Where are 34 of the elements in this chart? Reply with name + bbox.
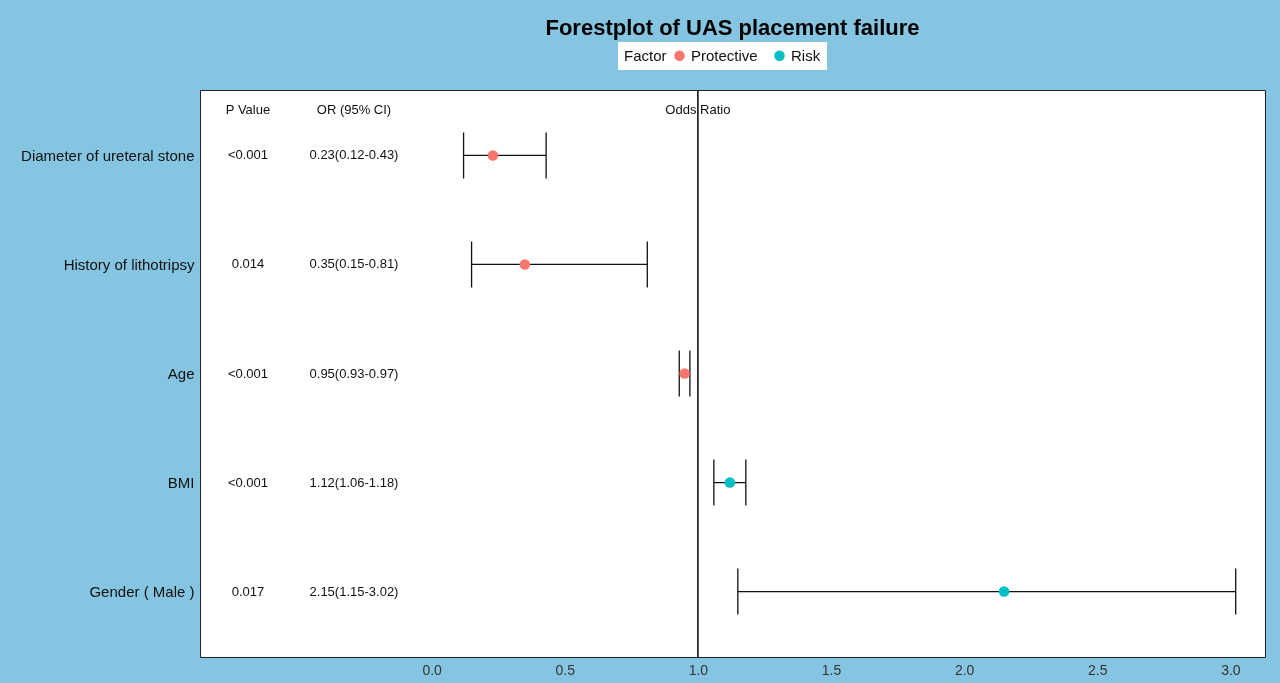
x-tick-label: 1.0 bbox=[688, 661, 709, 678]
annotation: OR (95% CI) bbox=[316, 102, 392, 117]
x-tick-label: 3.0 bbox=[1221, 661, 1241, 678]
annotation: 0.014 bbox=[231, 256, 265, 272]
annotation: 0.35(0.15-0.81) bbox=[309, 256, 399, 272]
x-tick-label: 2.5 bbox=[1088, 661, 1108, 678]
y-tick-label: Gender ( Male ) bbox=[89, 583, 195, 601]
point bbox=[724, 477, 736, 488]
annotation: 0.95(0.93-0.97) bbox=[309, 365, 399, 381]
annotation: 0.017 bbox=[231, 583, 265, 599]
legend-label: Protective bbox=[691, 46, 758, 64]
y-tick-label: BMI bbox=[167, 474, 195, 492]
point bbox=[679, 368, 690, 379]
x-tick-label: 0.5 bbox=[555, 661, 576, 678]
y-tick-label: Diameter of ureteral stone bbox=[21, 146, 195, 164]
annotation: 0.23(0.12-0.43) bbox=[309, 147, 399, 163]
annotation: P Value bbox=[225, 102, 271, 117]
annotation: 2.15(1.15-3.02) bbox=[309, 583, 399, 599]
chart-title: Forestplot of UAS placement failure bbox=[545, 15, 920, 40]
x-tick-label: 1.5 bbox=[821, 661, 842, 678]
legend-title: Factor bbox=[624, 47, 667, 64]
x-tick-label: 2.0 bbox=[954, 661, 975, 678]
y-tick-label: Age bbox=[167, 365, 195, 382]
x-tick-label: 0.0 bbox=[422, 661, 443, 678]
legend-label: Risk bbox=[791, 46, 821, 64]
point bbox=[998, 586, 1010, 597]
annotation: 1.12(1.06-1.18) bbox=[309, 474, 399, 490]
point bbox=[519, 259, 531, 270]
y-tick-label: History of lithotripsy bbox=[63, 255, 195, 273]
ref-line-label: Odds Ratio bbox=[665, 102, 731, 117]
point bbox=[487, 150, 499, 161]
annotation: <0.001 bbox=[227, 474, 269, 490]
annotation: <0.001 bbox=[227, 147, 269, 163]
annotation: <0.001 bbox=[227, 365, 269, 381]
